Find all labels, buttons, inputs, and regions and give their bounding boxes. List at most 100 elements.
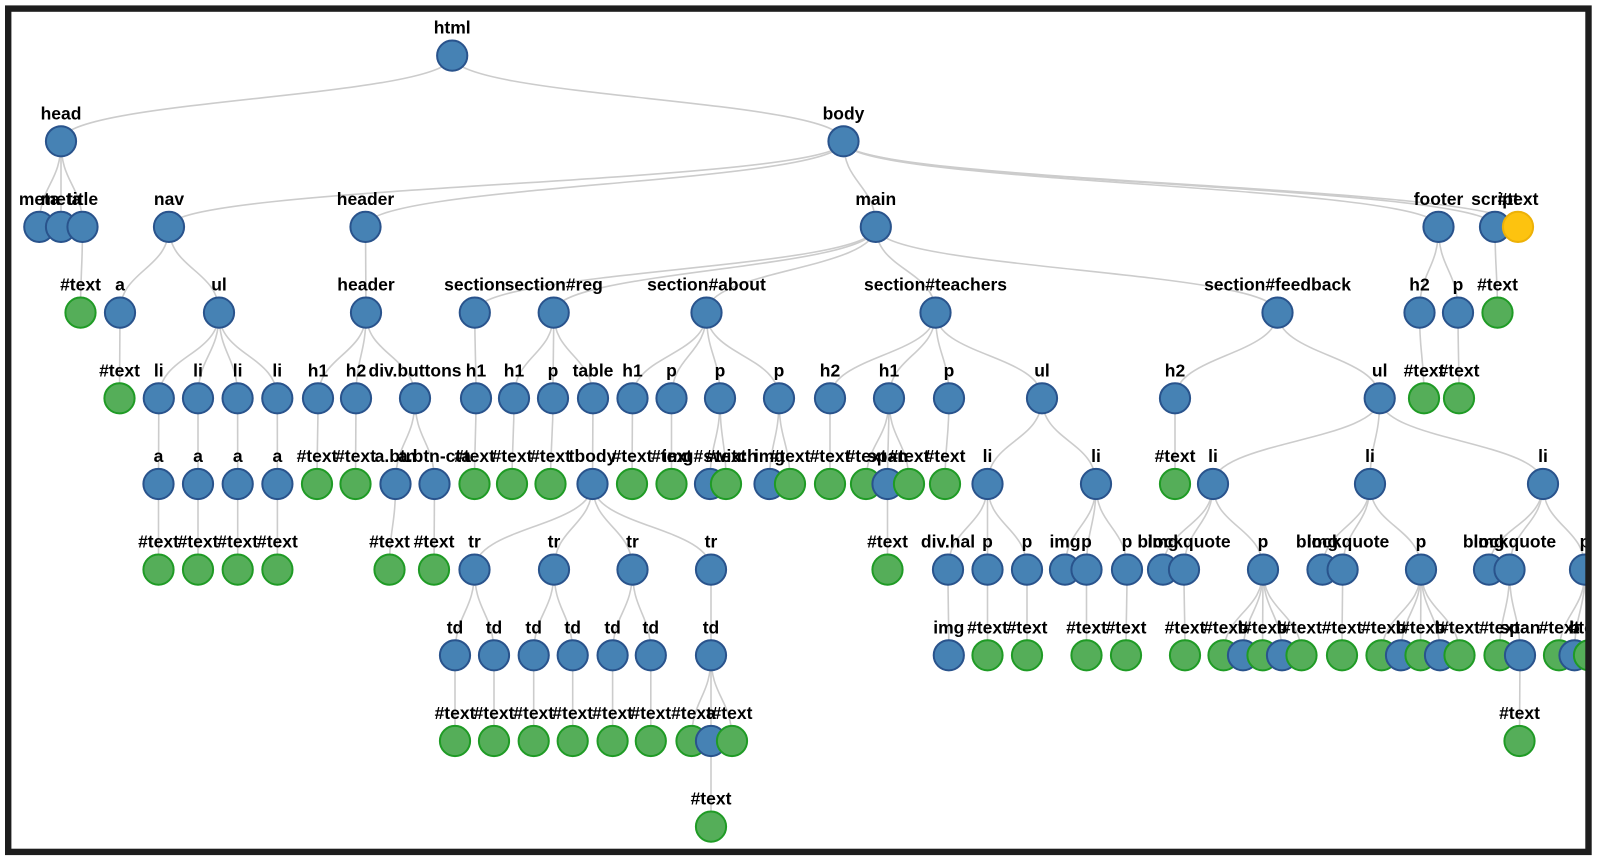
svg-text:td: td <box>486 617 503 637</box>
svg-text:section#feedback: section#feedback <box>1204 275 1351 295</box>
svg-text:#text: #text <box>1439 617 1480 637</box>
svg-text:li: li <box>1091 446 1101 466</box>
svg-text:tbody: tbody <box>569 446 617 466</box>
svg-text:#text: #text <box>1155 446 1196 466</box>
svg-text:header: header <box>337 189 395 209</box>
svg-text:td: td <box>643 617 660 637</box>
svg-text:#text: #text <box>1203 617 1244 637</box>
svg-text:img: img <box>754 446 785 466</box>
svg-text:#text: #text <box>492 446 533 466</box>
svg-text:#text: #text <box>1479 617 1520 637</box>
svg-text:b: b <box>1277 617 1288 637</box>
svg-text:b: b <box>1569 617 1580 637</box>
svg-text:#text: #text <box>454 446 495 466</box>
svg-text:table: table <box>573 360 614 380</box>
svg-text:a.btn-cta: a.btn-cta <box>398 446 471 466</box>
svg-text:tr: tr <box>468 532 481 552</box>
svg-text:body: body <box>823 103 865 123</box>
svg-text:html: html <box>434 18 471 38</box>
svg-text:li: li <box>233 360 243 380</box>
svg-text:#text: #text <box>630 703 671 723</box>
svg-text:a: a <box>154 446 164 466</box>
svg-text:p: p <box>1022 532 1033 552</box>
svg-text:h1: h1 <box>622 360 643 380</box>
svg-text:#text: #text <box>1439 360 1480 380</box>
svg-text:td: td <box>703 617 720 637</box>
svg-text:#text: #text <box>691 789 732 809</box>
svg-text:#text: #text <box>810 446 851 466</box>
svg-text:li: li <box>272 360 282 380</box>
svg-text:p: p <box>1081 532 1092 552</box>
svg-text:#text: #text <box>706 446 747 466</box>
svg-text:a.btn: a.btn <box>375 446 417 466</box>
svg-text:img: img <box>1473 532 1504 552</box>
svg-text:#text: #text <box>671 703 712 723</box>
svg-text:h2: h2 <box>1165 360 1186 380</box>
svg-text:img: img <box>1049 532 1080 552</box>
svg-text:#text: #text <box>1165 617 1206 637</box>
svg-text:td: td <box>604 617 621 637</box>
svg-text:img#switch: img#switch <box>662 446 757 466</box>
svg-text:#text: #text <box>1066 617 1107 637</box>
svg-text:b: b <box>1396 617 1407 637</box>
svg-text:h2: h2 <box>1409 275 1430 295</box>
svg-text:#text: #text <box>770 446 811 466</box>
svg-text:a: a <box>115 275 125 295</box>
svg-text:td: td <box>525 617 542 637</box>
svg-text:ul: ul <box>1372 360 1388 380</box>
svg-text:h2: h2 <box>346 360 367 380</box>
svg-text:main: main <box>855 189 896 209</box>
svg-text:#text: #text <box>592 703 633 723</box>
svg-text:li: li <box>1208 446 1218 466</box>
svg-text:li: li <box>1538 446 1548 466</box>
svg-text:#text: #text <box>967 617 1008 637</box>
svg-text:p: p <box>548 360 559 380</box>
svg-text:p: p <box>944 360 955 380</box>
svg-text:#text: #text <box>138 532 179 552</box>
svg-text:h1: h1 <box>466 360 487 380</box>
svg-text:p: p <box>1416 532 1427 552</box>
svg-text:#text: #text <box>474 703 515 723</box>
svg-text:p: p <box>1258 532 1269 552</box>
svg-text:#text: #text <box>60 275 101 295</box>
svg-text:span: span <box>1500 617 1541 637</box>
svg-text:#text: #text <box>1499 703 1540 723</box>
svg-text:h1: h1 <box>504 360 525 380</box>
svg-text:img: img <box>1307 532 1338 552</box>
svg-text:tr: tr <box>626 532 639 552</box>
svg-text:#text: #text <box>513 703 554 723</box>
svg-text:blockquote: blockquote <box>1137 532 1231 552</box>
svg-text:p: p <box>1580 532 1591 552</box>
svg-text:#text: #text <box>867 532 908 552</box>
svg-text:header: header <box>337 275 395 295</box>
svg-text:li: li <box>193 360 203 380</box>
svg-text:#text: #text <box>1477 275 1518 295</box>
svg-text:section#reg: section#reg <box>505 275 603 295</box>
svg-text:blockquote: blockquote <box>1463 532 1557 552</box>
svg-text:head: head <box>41 103 82 123</box>
svg-text:td: td <box>564 617 581 637</box>
svg-text:#text: #text <box>712 703 753 723</box>
svg-text:a: a <box>193 446 203 466</box>
svg-text:li: li <box>154 360 164 380</box>
svg-text:b: b <box>1238 617 1249 637</box>
svg-text:p: p <box>1453 275 1464 295</box>
svg-text:img: img <box>933 617 964 637</box>
svg-text:title: title <box>67 189 98 209</box>
svg-text:section: section <box>444 275 505 295</box>
svg-text:div.buttons: div.buttons <box>369 360 462 380</box>
svg-text:meta: meta <box>41 189 82 209</box>
svg-text:#text: #text <box>651 446 692 466</box>
svg-text:h1: h1 <box>879 360 900 380</box>
svg-text:footer: footer <box>1414 189 1464 209</box>
svg-text:#text: #text <box>217 532 258 552</box>
svg-text:#text: #text <box>552 703 593 723</box>
svg-text:a: a <box>273 446 283 466</box>
svg-text:nav: nav <box>154 189 184 209</box>
svg-text:#text: #text <box>1281 617 1322 637</box>
svg-text:blockquote: blockquote <box>1296 532 1390 552</box>
svg-text:span: span <box>867 446 908 466</box>
svg-text:meta: meta <box>19 189 60 209</box>
svg-text:#text: #text <box>889 446 930 466</box>
svg-text:p: p <box>1122 532 1133 552</box>
